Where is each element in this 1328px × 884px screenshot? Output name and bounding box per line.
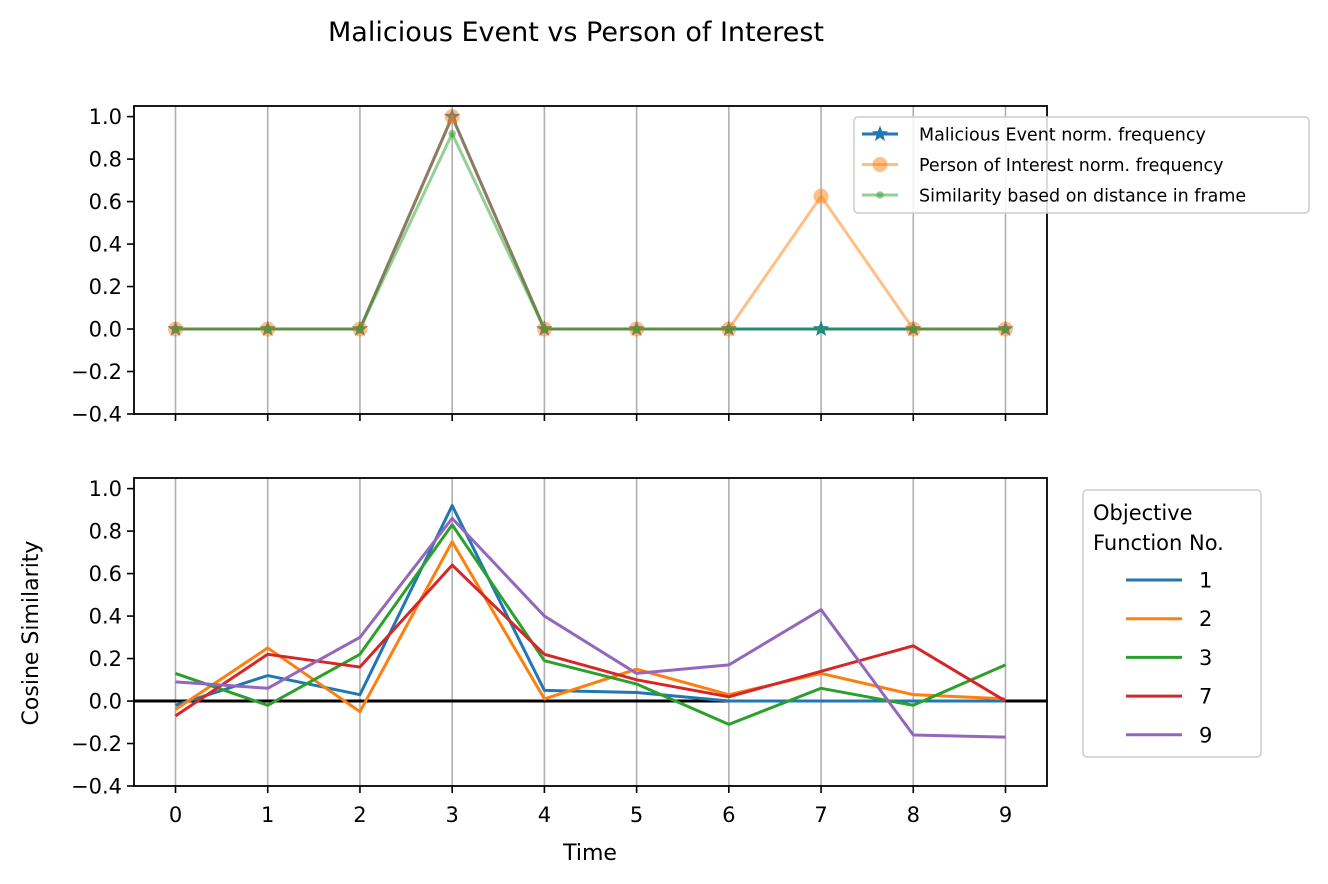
series-line-objective-3 bbox=[175, 523, 1007, 726]
bottom-xtick-label: 3 bbox=[445, 803, 458, 827]
bottom-axes-frame bbox=[133, 477, 1048, 787]
person-of-interest-point bbox=[813, 188, 829, 204]
top-legend: Malicious Event norm. frequency Person of… bbox=[853, 116, 1310, 214]
legend-entry-label: 9 bbox=[1199, 723, 1212, 747]
similarity-point bbox=[263, 325, 272, 333]
person-of-interest-point bbox=[444, 109, 460, 125]
legend-entry-label: 7 bbox=[1199, 685, 1212, 709]
series-line-similarity bbox=[175, 132, 1006, 331]
top-legend-frame bbox=[853, 116, 1310, 214]
bottom-xtick-label: 7 bbox=[814, 803, 827, 827]
bottom-xtick-label: 6 bbox=[722, 803, 735, 827]
top-ytick-label: −0.4 bbox=[71, 403, 122, 427]
bottom-ytick-label: 0.4 bbox=[89, 605, 122, 629]
bottom-ytick-label: 0.8 bbox=[89, 520, 122, 544]
bottom-ytick-label: −0.4 bbox=[71, 775, 122, 799]
top-ytick-label: 0.4 bbox=[89, 233, 122, 257]
series-line-objective-9 bbox=[175, 516, 1006, 739]
bottom-legend: Objective Function No. 1 2 3 7 9 bbox=[1082, 489, 1262, 758]
chart-title: Malicious Event vs Person of Interest bbox=[328, 17, 824, 48]
similarity-point bbox=[540, 325, 549, 333]
top-ytick-label: 1.0 bbox=[89, 105, 122, 129]
bottom-ytick-label: 0.6 bbox=[89, 562, 122, 586]
similarity-point bbox=[448, 129, 456, 138]
bottom-legend-frame bbox=[1082, 489, 1262, 758]
top-ytick-label: 0.2 bbox=[89, 275, 122, 299]
legend-star-marker bbox=[871, 125, 889, 141]
similarity-point bbox=[725, 325, 733, 333]
bottom-ytick-label: 0.2 bbox=[89, 647, 122, 671]
bottom-xtick-label: 9 bbox=[999, 803, 1012, 827]
top-ytick-label: 0.6 bbox=[89, 190, 122, 214]
bottom-ytick-label: −0.2 bbox=[71, 732, 122, 756]
bottom-xtick-label: 4 bbox=[538, 803, 551, 827]
legend-entry-label: Person of Interest norm. frequency bbox=[919, 156, 1223, 176]
bottom-ytick-label: 1.0 bbox=[89, 477, 122, 501]
legend-title: Objective bbox=[1093, 501, 1193, 525]
bottom-ytick-label: 0.0 bbox=[89, 690, 122, 714]
series-line-objective-7 bbox=[174, 563, 1007, 718]
top-ytick-label: 0.8 bbox=[89, 148, 122, 172]
x-axis-label: Time bbox=[562, 841, 617, 866]
legend-entry-label: 1 bbox=[1199, 569, 1212, 593]
legend-dot-marker bbox=[876, 191, 884, 199]
top-ytick-label: −0.2 bbox=[71, 360, 122, 384]
legend-entry-label: Similarity based on distance in frame bbox=[919, 187, 1246, 207]
top-axes-frame bbox=[133, 105, 1048, 415]
bottom-panel: −0.4 −0.2 0.0 0.2 0.4 0.6 0.8 1.0 0 1 2 3 4 5 6 7 8 9 bbox=[71, 477, 1048, 827]
top-ytick-label: 0.0 bbox=[89, 318, 122, 342]
legend-entry-label: 2 bbox=[1199, 607, 1212, 631]
top-panel: −0.4 −0.2 0.0 0.2 0.4 0.6 0.8 1.0 bbox=[71, 105, 1048, 427]
legend-circle-marker bbox=[872, 157, 888, 172]
bottom-xtick-label: 2 bbox=[353, 803, 366, 827]
similarity-point bbox=[909, 325, 918, 333]
y-axis-label: Cosine Similarity bbox=[19, 541, 44, 726]
series-line-objective-1 bbox=[175, 504, 1006, 707]
legend-title: Function No. bbox=[1093, 531, 1224, 555]
similarity-point bbox=[632, 325, 641, 333]
similarity-point bbox=[1001, 325, 1010, 333]
bottom-xtick-label: 5 bbox=[630, 803, 643, 827]
similarity-point bbox=[356, 325, 364, 333]
bottom-xtick-label: 8 bbox=[907, 803, 920, 827]
similarity-point bbox=[817, 325, 825, 333]
bottom-xtick-label: 1 bbox=[261, 803, 274, 827]
bottom-xtick-label: 0 bbox=[169, 803, 182, 827]
legend-entry-label: Malicious Event norm. frequency bbox=[919, 126, 1206, 146]
similarity-point bbox=[171, 325, 180, 333]
legend-entry-label: 3 bbox=[1199, 646, 1212, 670]
